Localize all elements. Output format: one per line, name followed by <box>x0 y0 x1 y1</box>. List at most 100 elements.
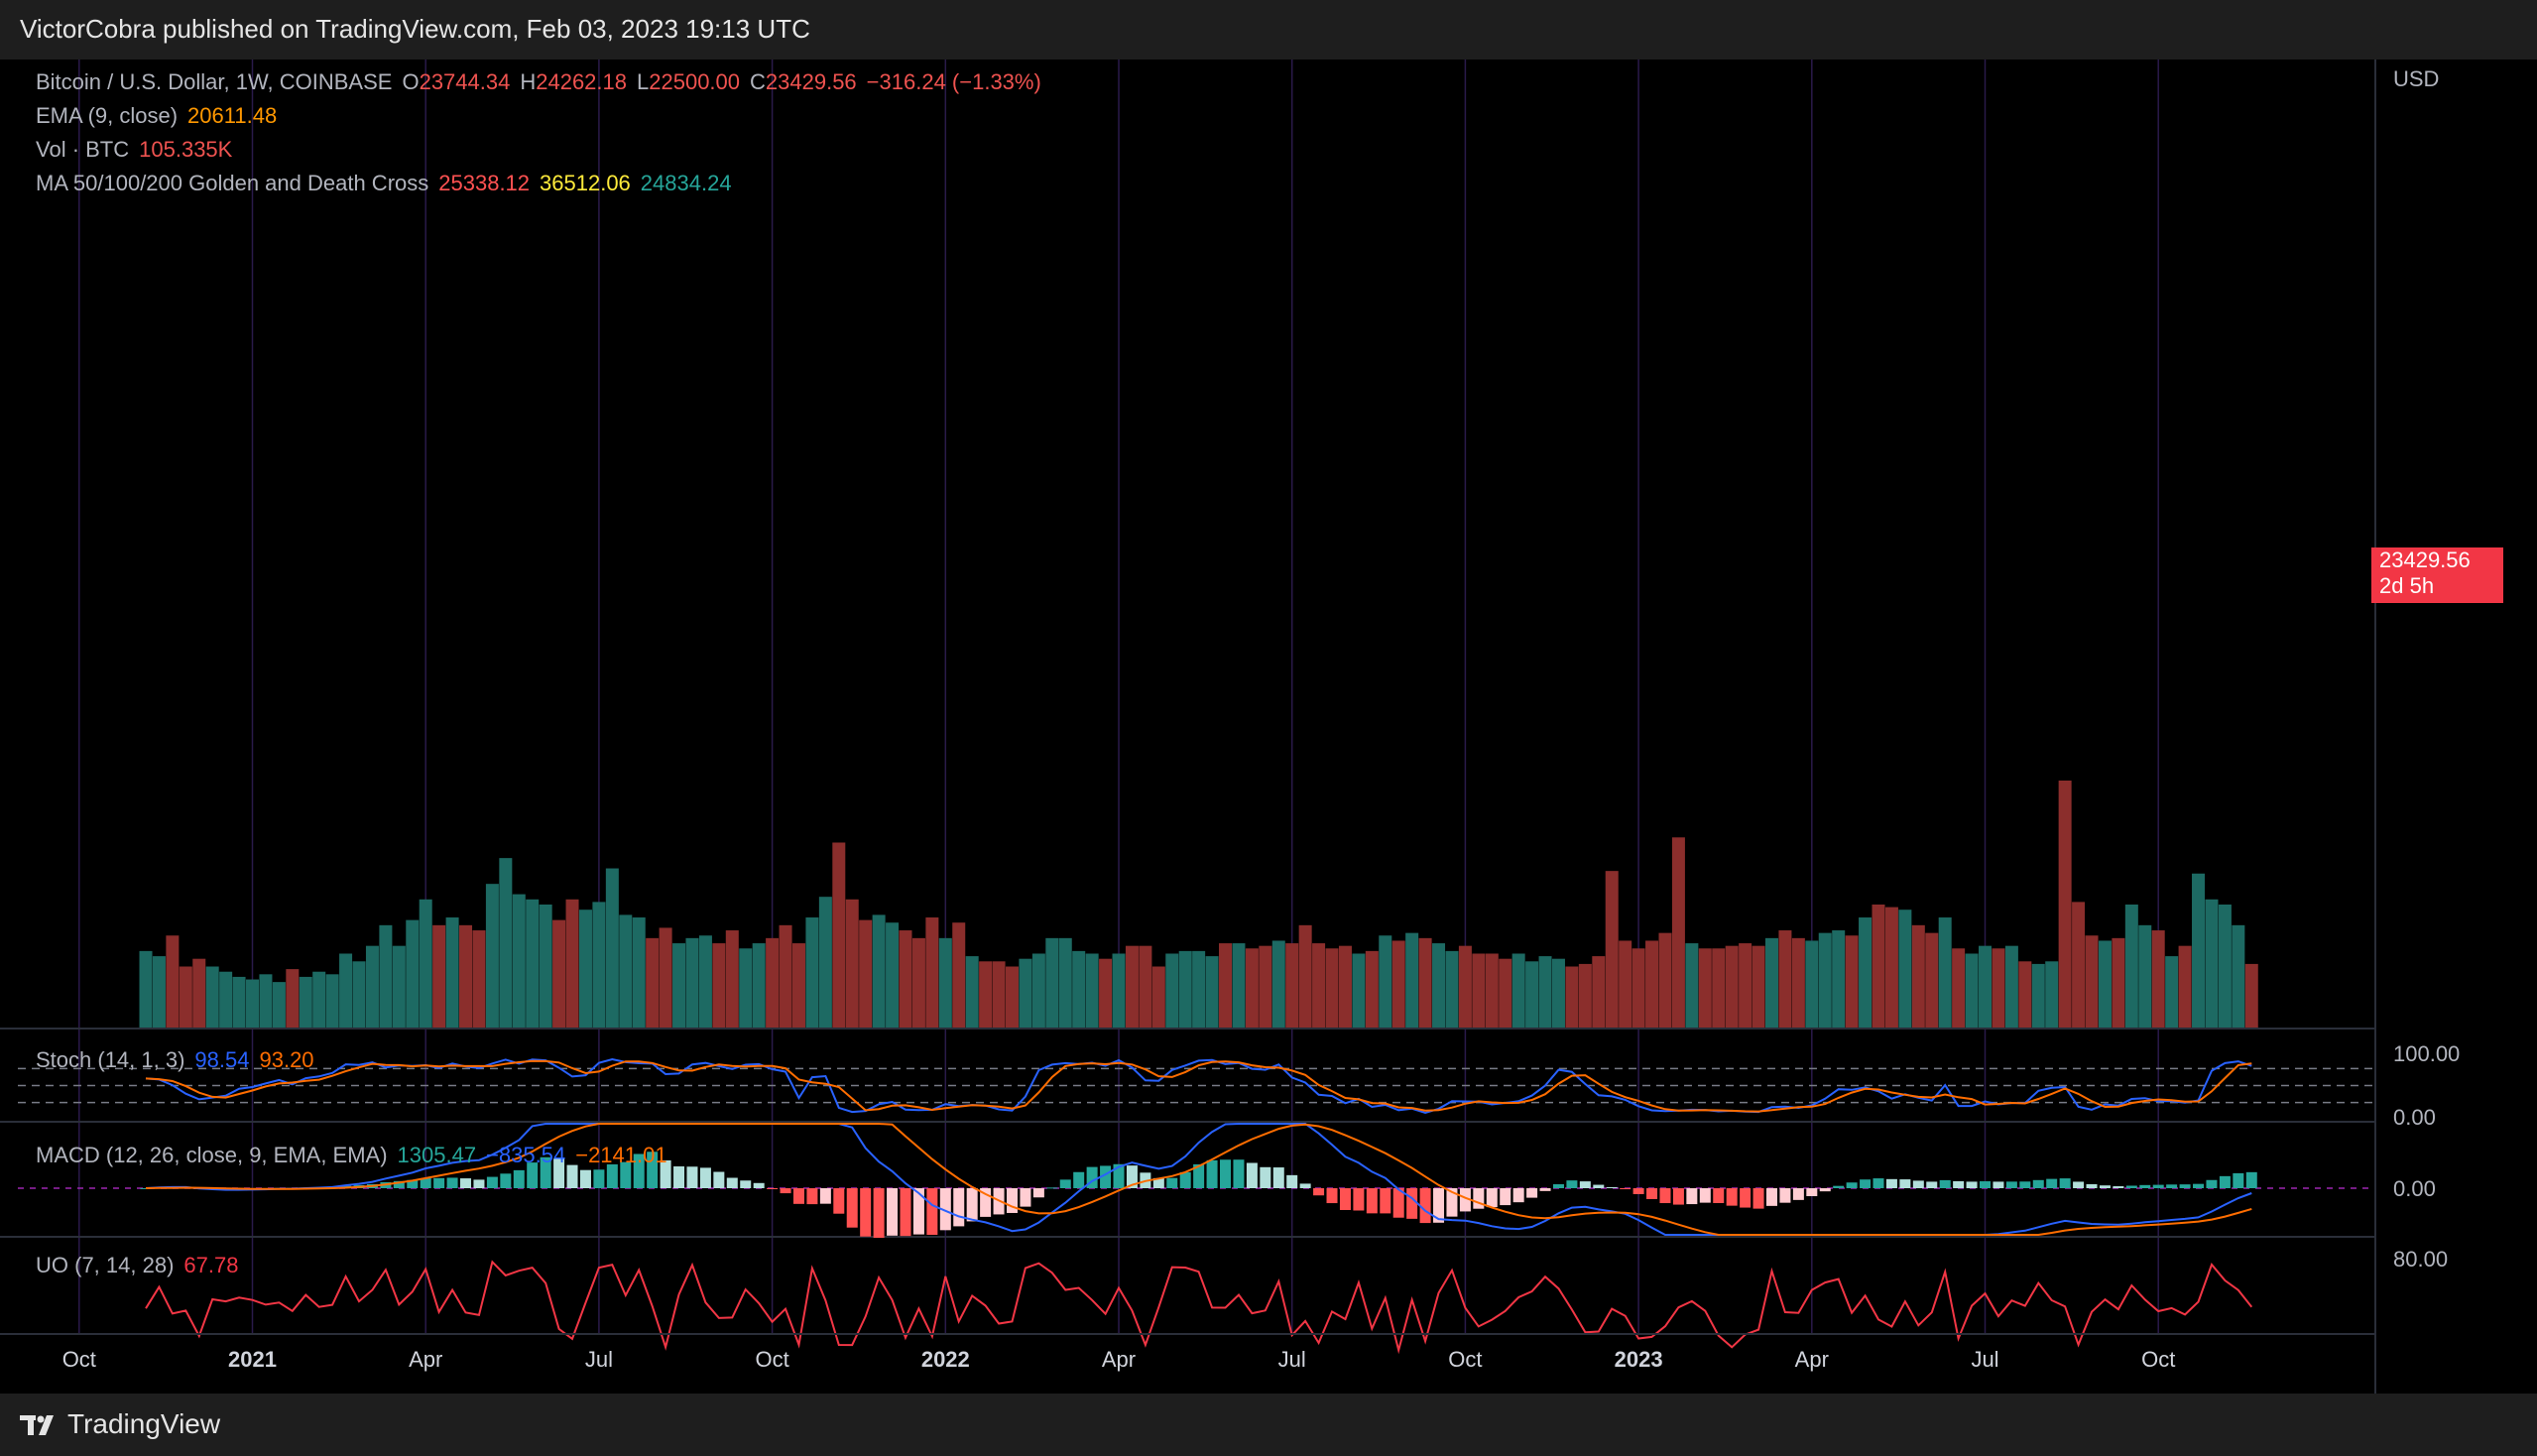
macd-hist-bar <box>633 1153 645 1188</box>
stoch-d-value: 93.20 <box>259 1047 314 1072</box>
macd-hist-bar <box>1846 1182 1858 1188</box>
macd-hist-bar <box>2219 1175 2231 1188</box>
volume-bar <box>659 927 672 1029</box>
volume-bar <box>1764 937 1778 1029</box>
macd-hist-bar <box>1179 1171 1191 1188</box>
volume-bar <box>379 924 393 1029</box>
macd-hist-bar <box>460 1178 472 1188</box>
macd-hist-bar <box>2046 1178 2058 1188</box>
macd-line-value: −835.54 <box>486 1143 566 1167</box>
macd-hist-bar <box>1406 1188 1418 1219</box>
macd-hist-bar <box>2032 1179 2044 1188</box>
macd-hist-bar <box>2113 1186 2124 1188</box>
volume-legend[interactable]: Vol · BTC 105.335K <box>36 137 242 163</box>
volume-label: Vol · BTC <box>36 137 130 162</box>
ema-value: 20611.48 <box>187 103 278 128</box>
macd-hist-bar <box>1286 1174 1298 1188</box>
symbol-legend[interactable]: Bitcoin / U.S. Dollar, 1W, COINBASE O2374… <box>36 69 1051 95</box>
volume-bar <box>605 868 619 1029</box>
volume-bar <box>406 919 420 1029</box>
time-axis[interactable]: Oct 2021 Apr Jul Oct 2022 Apr Jul Oct 2023 Apr Jul O… <box>62 1347 2176 1372</box>
macd-hist-bar <box>673 1166 685 1188</box>
volume-bar <box>725 930 739 1029</box>
macd-hist-bar <box>767 1188 779 1189</box>
volume-bar <box>1058 937 1072 1029</box>
close-value: 23429.56 <box>765 69 857 94</box>
volume-bar <box>1139 945 1152 1029</box>
volume-bar <box>1072 950 1086 1029</box>
uo-legend[interactable]: UO (7, 14, 28) 67.78 <box>36 1253 248 1278</box>
volume-bar <box>925 917 939 1029</box>
macd-label: MACD (12, 26, close, 9, EMA, EMA) <box>36 1143 388 1167</box>
macd-hist-bar <box>780 1188 791 1194</box>
macd-hist-bar <box>2179 1184 2191 1188</box>
macd-hist-bar <box>1059 1179 1071 1188</box>
macd-legend[interactable]: MACD (12, 26, close, 9, EMA, EMA) 1305.47… <box>36 1143 677 1168</box>
volume-bar <box>1698 948 1712 1029</box>
volume-bar <box>592 902 606 1029</box>
macd-hist-bar <box>1486 1188 1498 1208</box>
volume-bar <box>232 976 246 1029</box>
volume-bar <box>1671 837 1685 1029</box>
volume-bar <box>1472 953 1486 1029</box>
macd-hist-bar <box>1326 1188 1338 1204</box>
macd-hist-bar <box>792 1188 804 1204</box>
high-value: 24262.18 <box>536 69 627 94</box>
macd-hist-bar <box>1912 1180 1924 1188</box>
time-tick-label: 2022 <box>921 1347 970 1372</box>
macd-signal-line <box>145 1123 2252 1236</box>
symbol-name: Bitcoin / U.S. Dollar, 1W, COINBASE <box>36 69 393 94</box>
volume-bar <box>526 899 540 1029</box>
macd-hist-bar <box>887 1188 899 1236</box>
volume-bar <box>539 905 552 1029</box>
macd-hist-bar <box>1806 1188 1818 1197</box>
volume-bar <box>1031 953 1045 1029</box>
macd-hist-bar <box>620 1161 632 1188</box>
volume-bar <box>1045 937 1059 1029</box>
chart-canvas[interactable]: USD 70000.0058000.0050000.0042500.003500… <box>0 60 2537 1394</box>
volume-bar <box>1312 943 1326 1029</box>
macd-hist-bar <box>1926 1181 1938 1188</box>
volume-bar <box>1178 950 1192 1029</box>
ma50-value: 25338.12 <box>438 171 531 195</box>
macd-hist-bar <box>1526 1188 1538 1198</box>
volume-bar <box>299 976 312 1029</box>
macd-hist-bar <box>1073 1171 1085 1188</box>
volume-bar <box>166 935 180 1029</box>
volume-bar <box>1285 943 1299 1029</box>
time-tick-label: Oct <box>755 1347 788 1372</box>
volume-bar <box>1259 945 1272 1029</box>
macd-hist-bar <box>1993 1181 2004 1188</box>
volume-bar <box>1925 932 1939 1029</box>
macd-hist-bar <box>1206 1159 1218 1188</box>
time-tick-label: Apr <box>409 1347 442 1372</box>
macd-hist-bar <box>1366 1188 1378 1214</box>
uo-axis-top: 80.00 <box>2393 1247 2448 1272</box>
volume-bar <box>1739 943 1752 1029</box>
volume-bar <box>2098 940 2112 1029</box>
volume-bar <box>192 958 206 1029</box>
volume-bar <box>1205 956 1219 1029</box>
ma-legend[interactable]: MA 50/100/200 Golden and Death Cross 2533… <box>36 171 742 196</box>
chart-area[interactable]: USD 70000.0058000.0050000.0042500.003500… <box>0 60 2537 1394</box>
volume-bar <box>1525 961 1539 1029</box>
time-tick-label: Oct <box>62 1347 96 1372</box>
stoch-label: Stoch (14, 1, 3) <box>36 1047 185 1072</box>
volume-bar <box>2045 961 2059 1029</box>
volume-bar <box>2218 905 2232 1029</box>
volume-bar <box>2124 905 2138 1029</box>
time-tick-label: Jul <box>1971 1347 1998 1372</box>
volume-bar <box>1391 940 1405 1029</box>
volume-bar <box>1271 940 1285 1029</box>
volume-bar <box>1125 945 1139 1029</box>
macd-hist-bar <box>900 1188 911 1237</box>
macd-hist-bar <box>2139 1184 2151 1188</box>
stoch-legend[interactable]: Stoch (14, 1, 3) 98.54 93.20 <box>36 1047 324 1073</box>
macd-hist-bar <box>1260 1166 1271 1188</box>
macd-pane <box>18 1123 2375 1238</box>
macd-hist-bar <box>647 1152 659 1188</box>
ema-legend[interactable]: EMA (9, close) 20611.48 <box>36 103 287 129</box>
macd-hist-bar <box>2099 1185 2111 1188</box>
macd-hist-bar <box>1152 1177 1164 1188</box>
macd-hist-bar <box>1459 1188 1471 1212</box>
